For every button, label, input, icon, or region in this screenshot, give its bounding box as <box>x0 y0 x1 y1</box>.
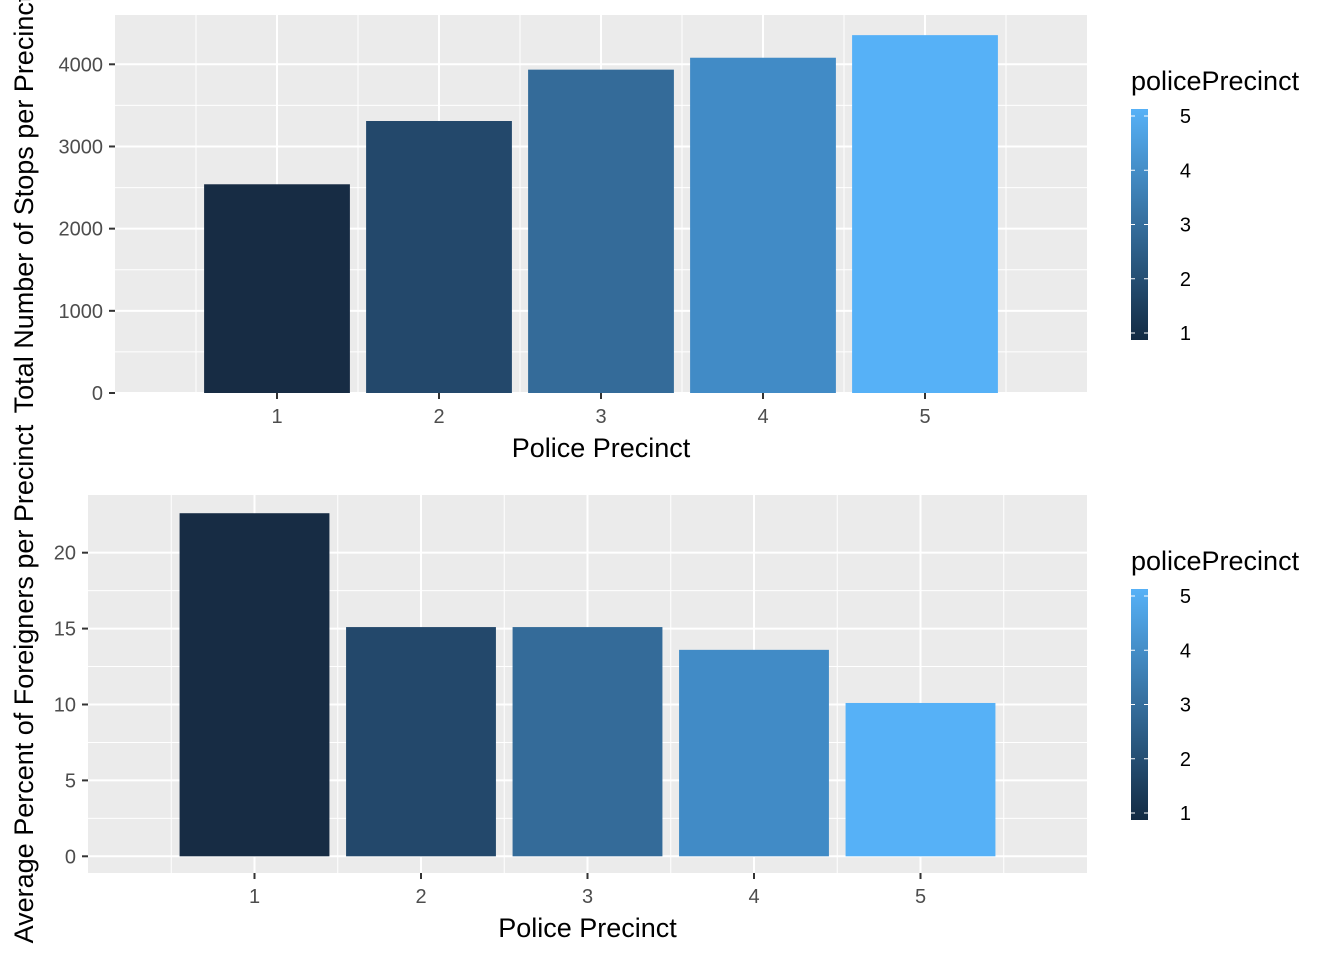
bar-precinct-2 <box>366 121 512 394</box>
legend-ticks: 5 4 3 2 1 <box>1131 586 1191 825</box>
x-tick-label: 2 <box>433 406 444 428</box>
bars <box>204 35 998 394</box>
x-tick-label: 3 <box>595 406 606 428</box>
legend-label: 5 <box>1180 586 1191 608</box>
legend-label: 1 <box>1180 803 1191 825</box>
bar-precinct-4 <box>679 649 829 857</box>
x-axis-title: Police Precinct <box>512 433 691 463</box>
bar-precinct-5 <box>845 702 996 857</box>
y-tick-label: 2000 <box>59 219 104 241</box>
x-axis-title: Police Precinct <box>498 913 677 943</box>
y-tick-label: 15 <box>54 619 76 641</box>
legend-title: policePrecinct <box>1131 546 1300 576</box>
legend-title: policePrecinct <box>1131 66 1300 96</box>
y-tick-label: 3000 <box>59 136 104 158</box>
legend-label: 2 <box>1180 749 1191 771</box>
x-tick-label: 3 <box>582 886 593 908</box>
x-tick-label: 5 <box>919 406 930 428</box>
y-axis: 0 5 10 15 20 <box>54 543 88 868</box>
x-tick-label: 1 <box>271 406 282 428</box>
y-tick-label: 0 <box>65 846 76 868</box>
x-tick-label: 1 <box>249 886 260 908</box>
y-tick-label: 5 <box>65 770 76 792</box>
x-tick-label: 4 <box>748 886 759 908</box>
legend-label: 4 <box>1180 640 1191 662</box>
x-axis: 1 2 3 4 5 <box>249 873 926 908</box>
x-tick-label: 5 <box>915 886 926 908</box>
y-tick-label: 4000 <box>59 54 104 76</box>
bar-precinct-5 <box>852 35 998 394</box>
bar-precinct-4 <box>690 57 836 393</box>
legend-ticks: 5 4 3 2 1 <box>1131 106 1191 345</box>
x-axis: 1 2 3 4 5 <box>271 393 931 428</box>
y-tick-label: 1000 <box>59 301 104 323</box>
y-axis: 0 1000 2000 3000 4000 <box>59 54 115 405</box>
bars <box>179 513 996 857</box>
legend: policePrecinct 5 4 3 2 1 <box>1131 546 1300 825</box>
bar-precinct-1 <box>204 184 350 393</box>
bar-precinct-2 <box>346 627 496 857</box>
y-tick-label: 0 <box>92 383 103 405</box>
legend-label: 3 <box>1180 215 1191 237</box>
legend-label: 4 <box>1180 160 1191 182</box>
legend-label: 1 <box>1180 323 1191 345</box>
legend-label: 3 <box>1180 695 1191 717</box>
x-tick-label: 2 <box>415 886 426 908</box>
y-axis-title: Total Number of Stops per Precinct <box>9 0 39 413</box>
x-tick-label: 4 <box>757 406 768 428</box>
legend-label: 5 <box>1180 106 1191 128</box>
bar-precinct-3 <box>528 69 674 393</box>
legend: policePrecinct 5 4 3 2 1 <box>1131 66 1300 345</box>
colorbar <box>1131 589 1148 820</box>
legend-label: 2 <box>1180 269 1191 291</box>
y-tick-label: 20 <box>54 543 76 565</box>
y-tick-label: 10 <box>54 694 76 716</box>
colorbar <box>1131 109 1148 340</box>
bar-precinct-3 <box>512 627 663 857</box>
y-axis-title: Average Percent of Foreigners per Precin… <box>9 424 39 943</box>
bar-precinct-1 <box>179 513 330 857</box>
